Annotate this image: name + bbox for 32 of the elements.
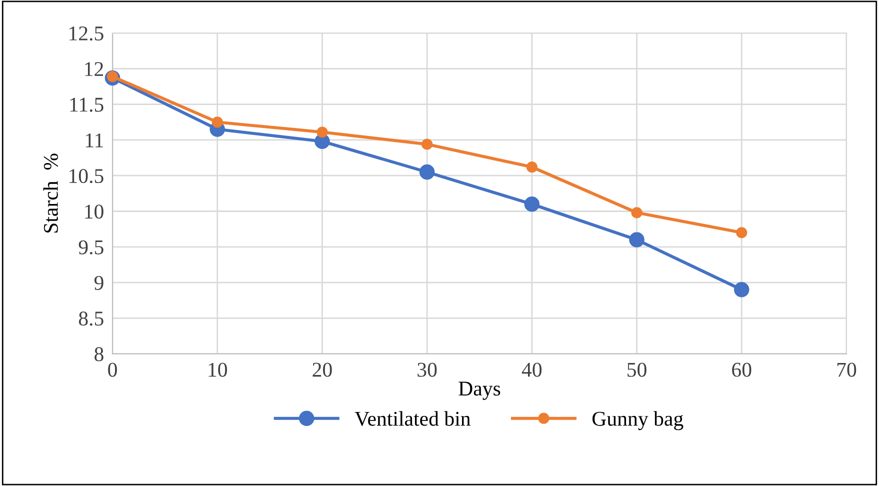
legend-label: Ventilated bin: [354, 411, 470, 426]
point: [212, 116, 223, 128]
x-tick-label: 50: [628, 362, 646, 377]
point: [629, 232, 644, 248]
y-tick-label: 12: [85, 62, 104, 76]
point: [422, 138, 433, 150]
y-tick-label: 12.5: [70, 26, 104, 41]
x-tick-label: 20: [312, 362, 332, 377]
point: [526, 162, 538, 173]
point: [524, 196, 540, 212]
x-tick-label: 10: [208, 362, 227, 377]
x-tick-label: 0: [108, 362, 117, 377]
point: [736, 227, 748, 238]
point: [734, 282, 750, 298]
y-tick-label: 10: [85, 204, 104, 219]
y-tick-label: 11: [86, 133, 103, 148]
x-axis-title: Days: [458, 382, 500, 400]
legend-label: Gunny bag: [592, 411, 684, 430]
y-tick-label: 10.5: [70, 168, 104, 184]
x-tick-label: 60: [732, 362, 752, 377]
x-tick-label: 30: [418, 362, 437, 377]
x-tick-label: 40: [522, 362, 542, 377]
y-tick-label: 8.5: [78, 312, 104, 326]
y-tick-label: 9.5: [78, 240, 104, 254]
y-tick-label: 11.5: [70, 98, 104, 112]
x-tick-label: 70: [837, 362, 856, 377]
point: [631, 207, 642, 218]
y-axis-title: Starch %: [43, 154, 58, 233]
y-tick-label: 9: [94, 276, 104, 290]
point: [419, 164, 435, 180]
y-tick-label: 8: [94, 347, 104, 362]
point: [316, 126, 328, 138]
